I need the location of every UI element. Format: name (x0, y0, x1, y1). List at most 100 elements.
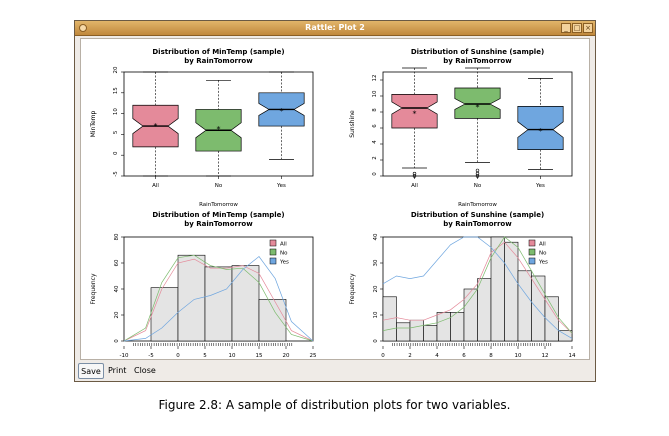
x-tick-label: -10 (120, 353, 129, 359)
x-tick-label: 20 (283, 353, 290, 359)
histogram-bar (558, 330, 573, 342)
density-line-yes (123, 255, 314, 342)
y-tick-label: 60 (114, 259, 120, 266)
legend-label-yes: Yes (279, 260, 289, 266)
histogram-bar (150, 287, 179, 342)
histogram-bar (490, 236, 505, 342)
histogram-bar (423, 325, 438, 342)
box-no (454, 87, 501, 119)
chart-subtitle: by RainTomorrow (443, 57, 512, 65)
y-tick-label: 0 (114, 339, 120, 343)
maximize-icon[interactable]: □ (572, 23, 582, 33)
mean-marker: * (280, 107, 284, 116)
legend-label-no: No (280, 251, 288, 257)
x-tick-label: -5 (148, 353, 154, 359)
outlier-point (475, 168, 480, 173)
chart-subtitle: by RainTomorrow (184, 57, 253, 65)
x-tick-label: 8 (489, 353, 493, 359)
y-tick-label: 8 (372, 108, 378, 112)
rattle-plot-window: Rattle: Plot 2 _ □ × Distribution of Min… (74, 20, 596, 382)
x-tick-label: 2 (408, 353, 412, 359)
chart-title: Distribution of Sunshine (sample) (411, 48, 544, 56)
density-line-all (382, 241, 573, 334)
histogram-bar (544, 296, 559, 342)
y-tick-label: 40 (114, 285, 120, 292)
legend-label-no: No (539, 251, 547, 257)
x-tick-label: 12 (542, 353, 549, 359)
y-axis-label: Frequency (349, 273, 356, 304)
y-axis-label: Sunshine (349, 110, 356, 138)
legend-label-yes: Yes (538, 260, 548, 266)
box-yes (517, 106, 564, 150)
chart-title: Distribution of Sunshine (sample) (411, 211, 544, 219)
y-tick-label: 40 (373, 233, 379, 240)
x-tick-label: 0 (381, 353, 385, 359)
y-tick-label: 20 (114, 311, 120, 318)
histogram-bar (204, 266, 233, 342)
legend-swatch-no (269, 248, 277, 256)
save-button[interactable]: Save (78, 363, 104, 379)
y-axis-label: Frequency (90, 273, 97, 304)
histogram-bar (409, 319, 424, 342)
chart-title: Distribution of MinTemp (sample) (152, 211, 284, 219)
window-menu-icon[interactable] (79, 24, 87, 32)
x-tick-label: No (474, 183, 482, 189)
chart-title: Distribution of MinTemp (sample) (152, 48, 284, 56)
x-tick-label: 25 (310, 353, 317, 359)
x-tick-label: All (411, 183, 418, 189)
x-tick-label: 6 (462, 353, 466, 359)
chart-subtitle: by RainTomorrow (443, 220, 512, 228)
histogram-bar (258, 299, 287, 342)
y-tick-label: 4 (372, 140, 378, 144)
close-button[interactable]: Close (134, 366, 156, 375)
legend-swatch-yes (269, 257, 277, 265)
outlier-point (475, 171, 480, 176)
mean-marker: * (413, 110, 417, 119)
histogram-bar (450, 312, 465, 342)
y-tick-label: 10 (113, 108, 119, 115)
print-button[interactable]: Print (108, 366, 127, 375)
window-titlebar[interactable]: Rattle: Plot 2 _ □ × (75, 21, 595, 36)
mean-marker: * (154, 122, 158, 131)
box-all (391, 94, 438, 129)
figure-caption: Figure 2.8: A sample of distribution plo… (158, 398, 511, 412)
density-line-no (123, 254, 314, 342)
y-tick-label: 12 (372, 75, 378, 82)
y-tick-label: 2 (372, 156, 378, 160)
legend-label-all: All (539, 242, 546, 248)
x-tick-label: 14 (569, 353, 576, 359)
x-tick-label: No (215, 183, 223, 189)
legend-label-all: All (280, 242, 287, 248)
legend-swatch-all (269, 239, 277, 247)
y-tick-label: 5 (113, 130, 119, 134)
x-axis-label: RainTomorrow (199, 202, 238, 208)
x-tick-label: All (152, 183, 159, 189)
y-tick-label: 20 (113, 66, 119, 73)
y-tick-label: 15 (113, 87, 119, 94)
chart-subtitle: by RainTomorrow (184, 220, 253, 228)
y-tick-label: 20 (373, 285, 379, 292)
density-line-no (382, 236, 573, 334)
histogram-bar (436, 312, 451, 342)
x-tick-label: Yes (535, 183, 545, 189)
y-tick-label: 10 (373, 311, 379, 318)
histogram-bar (396, 322, 411, 342)
outlier-point (412, 171, 417, 176)
legend-swatch-no (528, 248, 536, 256)
mean-marker: * (476, 103, 480, 112)
window-title: Rattle: Plot 2 (305, 23, 365, 32)
minimize-icon[interactable]: _ (561, 23, 571, 33)
x-tick-label: 5 (203, 353, 207, 359)
y-tick-label: 30 (373, 259, 379, 266)
density-line-yes (382, 236, 573, 339)
plots-svg: Distribution of MinTemp (sample)by RainT… (90, 48, 576, 359)
x-tick-label: Yes (276, 183, 286, 189)
density-line-all (123, 258, 314, 342)
histogram-bar (477, 278, 492, 342)
close-window-icon[interactable]: × (583, 23, 593, 33)
y-tick-label: 0 (113, 151, 119, 155)
y-tick-label: 80 (114, 233, 120, 240)
legend-swatch-all (528, 239, 536, 247)
y-tick-label: -5 (113, 171, 119, 177)
y-tick-label: 6 (372, 124, 378, 128)
